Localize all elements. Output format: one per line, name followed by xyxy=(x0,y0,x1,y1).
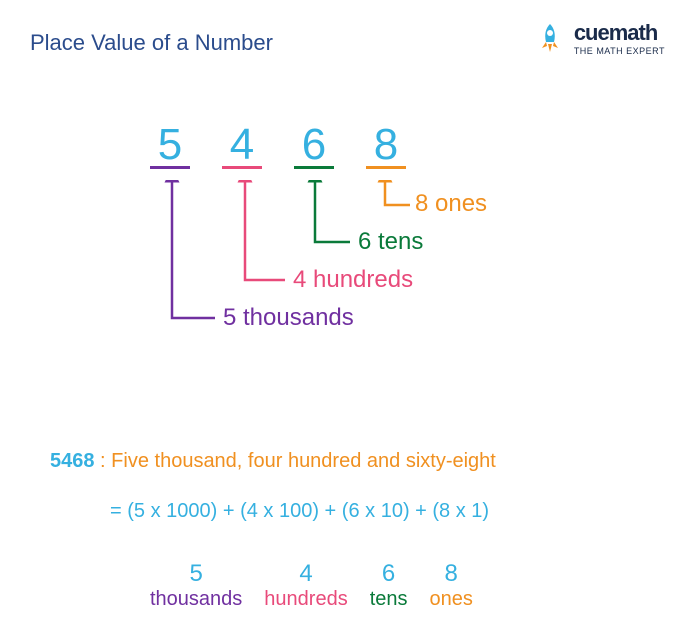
arrow-path xyxy=(315,180,350,242)
digit-underline xyxy=(366,166,406,169)
bottom-place: ones xyxy=(430,588,473,611)
digit: 5 xyxy=(158,120,182,170)
logo: cuemath THE MATH EXPERT xyxy=(534,20,665,56)
bottom-digit: 4 xyxy=(299,560,312,588)
number-sentence: 5468 : Five thousand, four hundred and s… xyxy=(50,450,496,473)
bottom-digit: 8 xyxy=(445,560,458,588)
digit: 8 xyxy=(374,120,398,170)
arrow-label: 5 thousands xyxy=(223,304,354,332)
arrow-label: 8 ones xyxy=(415,190,487,218)
bottom-digit: 5 xyxy=(189,560,202,588)
digit-box: 5 xyxy=(150,120,190,169)
digit-underline xyxy=(294,166,334,169)
bottom-place: hundreds xyxy=(264,588,347,611)
logo-main: cuemath xyxy=(574,20,665,46)
bottom-digit: 6 xyxy=(382,560,395,588)
arrow-path xyxy=(245,180,285,280)
bottom-col: 4hundreds xyxy=(264,560,347,611)
bottom-col: 8ones xyxy=(430,560,473,611)
digit: 4 xyxy=(230,120,254,170)
bottom-place: tens xyxy=(370,588,408,611)
bottom-col: 6tens xyxy=(370,560,408,611)
arrow-path xyxy=(172,180,215,318)
rocket-icon xyxy=(534,22,566,54)
arrow-label: 6 tens xyxy=(358,228,423,256)
digit-box: 6 xyxy=(294,120,334,169)
digit: 6 xyxy=(302,120,326,170)
arrows-region: 8 ones 6 tens 4 hundreds 5 thousands xyxy=(140,180,560,400)
sentence-sep: : xyxy=(95,450,112,472)
digit-box: 4 xyxy=(222,120,262,169)
sentence-number: 5468 xyxy=(50,450,95,472)
arrow-path xyxy=(385,180,410,205)
digits-row: 5468 xyxy=(150,120,406,169)
logo-sub: THE MATH EXPERT xyxy=(574,46,665,56)
digit-box: 8 xyxy=(366,120,406,169)
bottom-row: 5thousands 4hundreds 6tens 8ones xyxy=(150,560,473,611)
arrow-label: 4 hundreds xyxy=(293,266,413,294)
bottom-col: 5thousands xyxy=(150,560,242,611)
sentence-words: Five thousand, four hundred and sixty-ei… xyxy=(111,450,496,472)
digit-underline xyxy=(222,166,262,169)
expanded-form: = (5 x 1000) + (4 x 100) + (6 x 10) + (8… xyxy=(110,500,489,523)
bottom-place: thousands xyxy=(150,588,242,611)
digit-underline xyxy=(150,166,190,169)
